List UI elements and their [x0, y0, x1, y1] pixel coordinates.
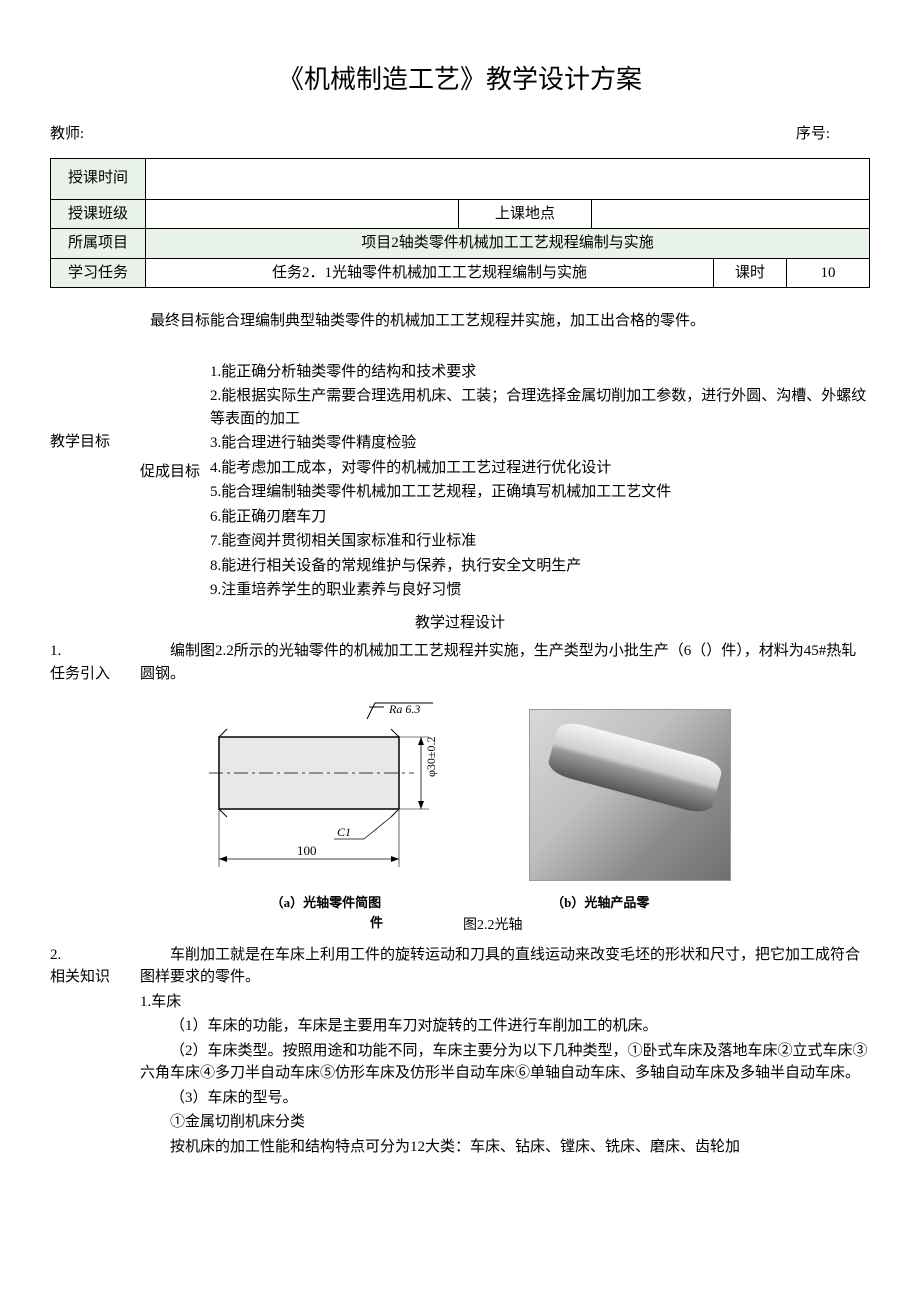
task-intro-para: 编制图2.2所示的光轴零件的机械加工工艺规程并实施，生产类型为小批生产（6（）件… [140, 640, 870, 685]
knowledge-p1: 车削加工就是在车床上利用工件的旋转运动和刀具的直线运动来改变毛坯的形状和尺寸，把… [140, 944, 870, 989]
goal-item: 3.能合理进行轴类零件精度检验 [210, 432, 870, 455]
dim-diameter: φ30±0.2 [424, 736, 438, 777]
goal-item: 6.能正确刃磨车刀 [210, 506, 870, 529]
goals-left-label: 教学目标 [50, 361, 140, 454]
dim-length: 100 [297, 843, 317, 858]
photo-box [529, 709, 731, 881]
task-intro-text: 编制图2.2所示的光轴零件的机械加工工艺规程并实施，生产类型为小批生产（6（）件… [140, 640, 870, 685]
cell-project-value: 项目2轴类零件机械加工工艺规程编制与实施 [146, 229, 870, 259]
figure-wrap: Ra 6.3 φ30±0.2 C1 [50, 699, 870, 889]
cell-hours-value: 10 [787, 258, 870, 288]
caption-a2: 件 [370, 913, 383, 936]
knowledge-l1: （1）车床的功能，车床是主要用车刀对旋转的工件进行车削加工的机床。 [140, 1015, 870, 1038]
caption-row: （a）光轴零件简图 （b）光轴产品零 [50, 893, 870, 913]
knowledge-l5: 按机床的加工性能和结构特点可分为12大类：车床、钻床、镗床、铣床、磨床、齿轮加 [140, 1136, 870, 1159]
goals-block: 教学目标 促成目标 1.能正确分析轴类零件的结构和技术要求 2.能根据实际生产需… [50, 361, 870, 604]
cell-task-label: 学习任务 [51, 258, 146, 288]
goal-item: 7.能查阅并贯彻相关国家标准和行业标准 [210, 530, 870, 553]
task-intro-num: 1. [50, 640, 140, 663]
rod-shape [546, 719, 724, 816]
knowledge-num: 2. [50, 944, 140, 967]
figure-title: 图2.2光轴 [463, 915, 523, 936]
goal-item: 2.能根据实际生产需要合理选用机床、工装；合理选择金属切削加工参数，进行外圆、沟… [210, 385, 870, 430]
cell-place-label: 上课地点 [459, 199, 592, 229]
goal-item: 8.能进行相关设备的常规维护与保养，执行安全文明生产 [210, 555, 870, 578]
goals-list: 1.能正确分析轴类零件的结构和技术要求 2.能根据实际生产需要合理选用机床、工装… [210, 361, 870, 604]
cell-time-value [146, 158, 870, 199]
seq-label: 序号: [796, 123, 830, 146]
task-intro-left: 1. 任务引入 [50, 640, 140, 685]
process-heading: 教学过程设计 [50, 612, 870, 635]
cell-time-label: 授课时间 [51, 158, 146, 199]
page-title: 《机械制造工艺》教学设计方案 [50, 60, 870, 99]
goals-mid-label: 促成目标 [140, 361, 210, 484]
goal-item: 5.能合理编制轴类零件机械加工工艺规程，正确填写机械加工工艺文件 [210, 481, 870, 504]
caption-b: （b）光轴产品零 [551, 893, 649, 913]
goal-item: 9.注重培养学生的职业素养与良好习惯 [210, 579, 870, 602]
knowledge-l4: ①金属切削机床分类 [140, 1111, 870, 1134]
ra-text: Ra 6.3 [388, 702, 420, 716]
goal-item: 4.能考虑加工成本，对零件的机械加工工艺过程进行优化设计 [210, 457, 870, 480]
meta-row: 教师: 序号: [50, 123, 870, 146]
drawing-svg: Ra 6.3 φ30±0.2 C1 [189, 699, 489, 889]
knowledge-label: 相关知识 [50, 966, 140, 989]
teacher-label: 教师: [50, 123, 84, 146]
info-table: 授课时间 授课班级 上课地点 所属项目 项目2轴类零件机械加工工艺规程编制与实施… [50, 158, 870, 289]
cell-place-value [592, 199, 870, 229]
task-intro-label: 任务引入 [50, 663, 140, 686]
drawing-box: Ra 6.3 φ30±0.2 C1 [189, 699, 489, 889]
knowledge-l2: （2）车床类型。按照用途和功能不同，车床主要分为以下几种类型，①卧式车床及落地车… [140, 1040, 870, 1085]
dim-c1: C1 [337, 825, 351, 839]
goal-item: 1.能正确分析轴类零件的结构和技术要求 [210, 361, 870, 384]
cell-class-value [146, 199, 459, 229]
knowledge-l3: （3）车床的型号。 [140, 1087, 870, 1110]
cell-project-label: 所属项目 [51, 229, 146, 259]
knowledge-content: 车削加工就是在车床上利用工件的旋转运动和刀具的直线运动来改变毛坯的形状和尺寸，把… [140, 944, 870, 1161]
cell-class-label: 授课班级 [51, 199, 146, 229]
task-intro-row: 1. 任务引入 编制图2.2所示的光轴零件的机械加工工艺规程并实施，生产类型为小… [50, 640, 870, 685]
knowledge-row: 2. 相关知识 车削加工就是在车床上利用工件的旋转运动和刀具的直线运动来改变毛坯… [50, 944, 870, 1161]
knowledge-left: 2. 相关知识 [50, 944, 140, 989]
caption-a: （a）光轴零件简图 [271, 895, 382, 910]
cell-task-value: 任务2．1光轴零件机械加工工艺规程编制与实施 [146, 258, 714, 288]
final-goal: 最终目标能合理编制典型轴类零件的机械加工工艺规程并实施，加工出合格的零件。 [150, 310, 870, 333]
knowledge-h1: 1.车床 [140, 991, 870, 1014]
cell-hours-label: 课时 [714, 258, 787, 288]
